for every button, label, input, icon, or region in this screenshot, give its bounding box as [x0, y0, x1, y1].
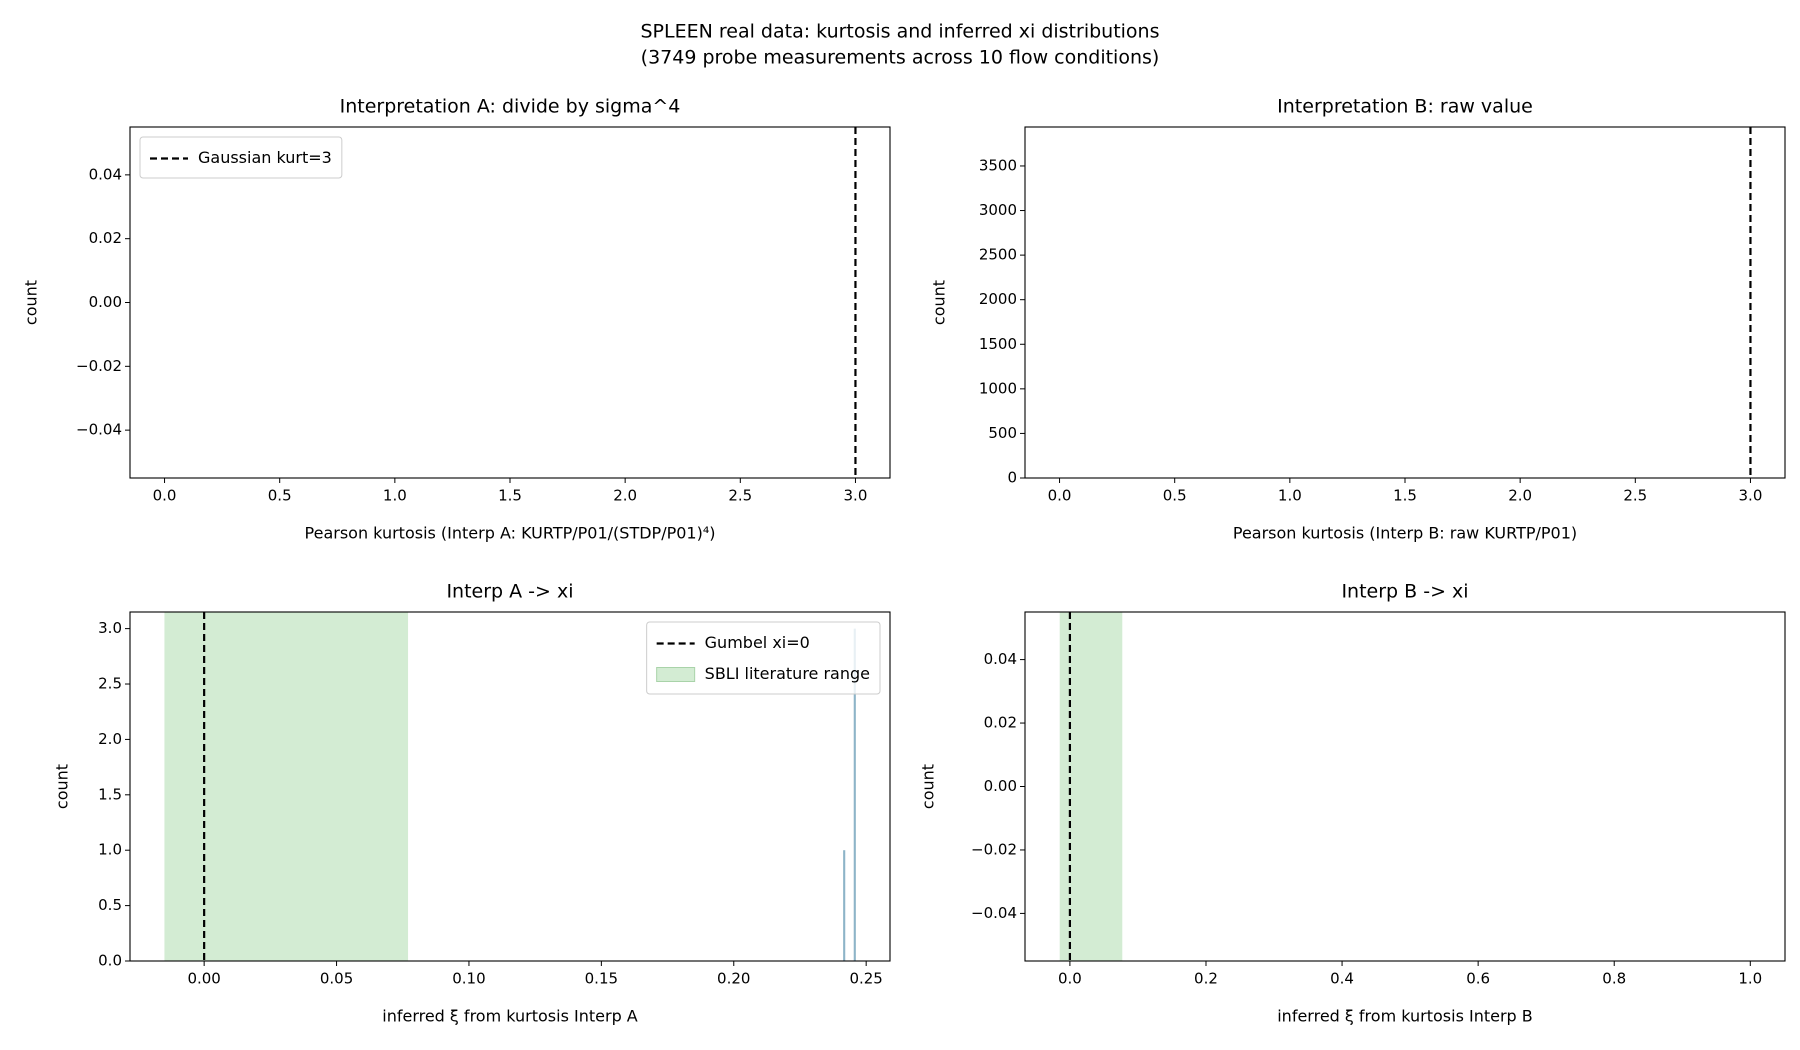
plot-area [164, 612, 856, 961]
legend: Gaussian kurt=3 [139, 136, 343, 179]
x-tick-label: 1.5 [1393, 487, 1417, 505]
y-tick-label: 1.5 [98, 785, 122, 803]
legend-label: SBLI literature range [705, 664, 870, 683]
plot-area [1059, 612, 1123, 961]
y-tick-label: 0.0 [98, 952, 122, 970]
x-tick-label: 2.5 [728, 487, 752, 505]
y-tick-label: 0.00 [89, 293, 122, 311]
x-tick-label: 0.15 [585, 970, 618, 988]
x-tick-label: 0.05 [320, 970, 353, 988]
x-tick-label: 0.00 [187, 970, 220, 988]
y-tick-label: −0.04 [971, 904, 1017, 922]
y-tick-label: 0.04 [984, 650, 1017, 668]
legend-box [139, 136, 343, 179]
x-tick-label: 1.5 [498, 487, 522, 505]
subplot-title: Interpretation A: divide by sigma^4 [340, 96, 681, 118]
y-tick-label: −0.02 [76, 357, 122, 375]
y-tick-label: 0.00 [984, 777, 1017, 795]
x-tick-label: 0.5 [268, 487, 292, 505]
x-tick-label: 2.0 [613, 487, 637, 505]
y-tick-label: 3000 [979, 201, 1017, 219]
y-tick-label: 500 [988, 424, 1017, 442]
x-tick-label: 2.5 [1623, 487, 1647, 505]
x-tick-label: 0.6 [1466, 970, 1490, 988]
x-axis-label: inferred ξ from kurtosis Interp B [1277, 1007, 1533, 1026]
x-tick-label: 0.0 [153, 487, 177, 505]
x-tick-label: 2.0 [1508, 487, 1532, 505]
legend-label: Gaussian kurt=3 [198, 148, 332, 167]
x-axis-label: Pearson kurtosis (Interp B: raw KURTP/P0… [1233, 524, 1577, 543]
x-tick-label: 0.8 [1602, 970, 1626, 988]
y-tick-label: 3500 [979, 156, 1017, 174]
y-axis-label: count [930, 280, 949, 325]
y-axis-label: count [22, 280, 41, 325]
histogram-bar [853, 628, 856, 961]
x-axis-label: inferred ξ from kurtosis Interp A [382, 1007, 638, 1026]
y-tick-label: 2500 [979, 246, 1017, 264]
x-tick-label: 1.0 [383, 487, 407, 505]
x-axis-label: Pearson kurtosis (Interp A: KURTP/P01/(S… [305, 524, 716, 543]
y-tick-label: 2.5 [98, 675, 122, 693]
span [1059, 612, 1123, 961]
subplot-title: Interp B -> xi [1341, 581, 1468, 603]
x-tick-label: 0.10 [452, 970, 485, 988]
subplot-title: Interpretation B: raw value [1277, 96, 1533, 118]
x-tick-label: 3.0 [1739, 487, 1763, 505]
y-tick-label: 0.02 [89, 229, 122, 247]
y-axis-label: count [919, 764, 938, 809]
y-tick-label: 2000 [979, 290, 1017, 308]
x-tick-label: 0.5 [1163, 487, 1187, 505]
y-tick-label: 0.5 [98, 896, 122, 914]
legend-label: Gumbel xi=0 [705, 633, 810, 652]
legend-patch [656, 667, 696, 682]
y-tick-label: 2.0 [98, 730, 122, 748]
y-tick-label: 0.02 [984, 714, 1017, 732]
figure-title: SPLEEN real data: kurtosis and inferred … [641, 21, 1160, 43]
x-tick-label: 0.25 [849, 970, 882, 988]
span [164, 612, 409, 961]
y-tick-label: −0.04 [76, 421, 122, 439]
y-tick-label: 0 [1007, 469, 1017, 487]
legend-box [646, 621, 881, 695]
histogram-bar [843, 850, 846, 961]
x-tick-label: 1.0 [1738, 970, 1762, 988]
y-tick-label: 1500 [979, 335, 1017, 353]
axes-frame [129, 611, 891, 962]
y-tick-label: 3.0 [98, 619, 122, 637]
x-tick-label: 0.2 [1194, 970, 1218, 988]
x-tick-label: 0.0 [1058, 970, 1082, 988]
y-tick-label: 1000 [979, 379, 1017, 397]
x-tick-label: 3.0 [844, 487, 868, 505]
figure-subtitle: (3749 probe measurements across 10 flow … [641, 47, 1160, 69]
y-tick-label: 1.0 [98, 841, 122, 859]
y-tick-label: 0.04 [89, 165, 122, 183]
y-tick-label: −0.02 [971, 840, 1017, 858]
subplot-title: Interp A -> xi [446, 581, 573, 603]
x-tick-label: 0.4 [1330, 970, 1354, 988]
y-axis-label: count [53, 764, 72, 809]
x-tick-label: 1.0 [1278, 487, 1302, 505]
x-tick-label: 0.20 [717, 970, 750, 988]
x-tick-label: 0.0 [1048, 487, 1072, 505]
legend: Gumbel xi=0 SBLI literature range [646, 621, 881, 695]
